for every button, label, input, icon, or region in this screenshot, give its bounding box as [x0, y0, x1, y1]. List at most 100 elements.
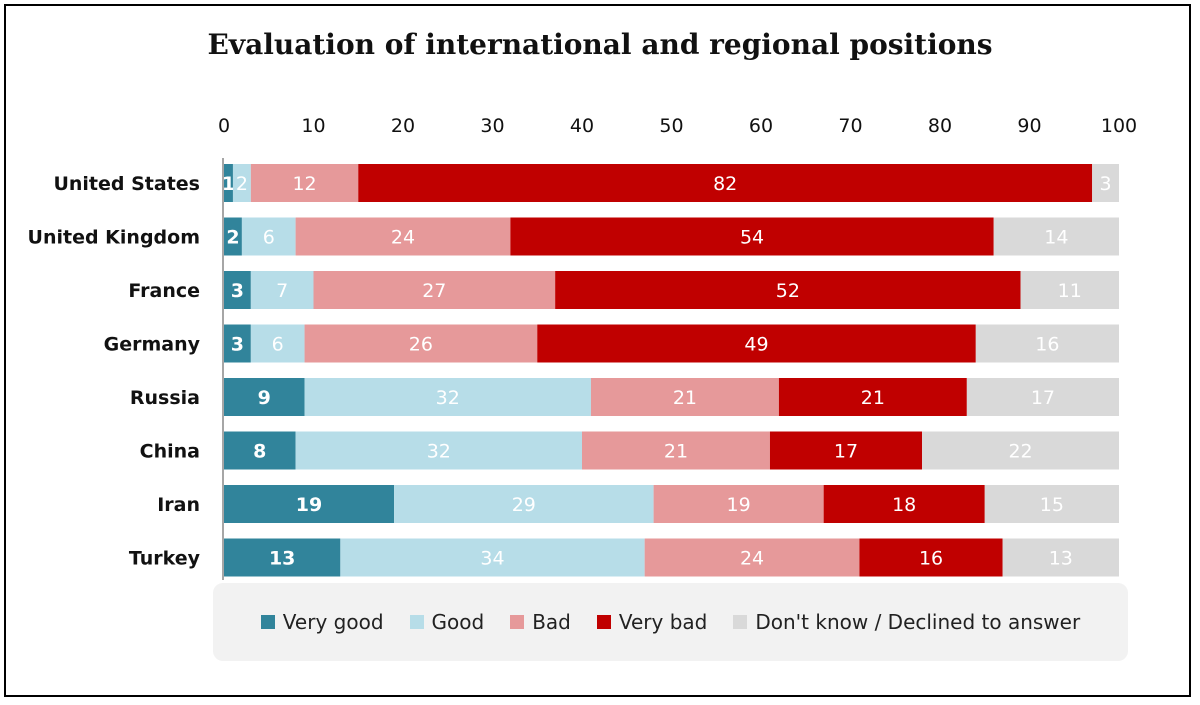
legend-item: Bad: [510, 610, 571, 634]
bar-segment: [224, 485, 395, 523]
legend-label: Very good: [282, 610, 384, 634]
data-label: 6: [272, 334, 284, 356]
data-label: 22: [1008, 441, 1032, 463]
data-label: 3: [1100, 173, 1112, 195]
bar-segment: [224, 217, 242, 256]
data-label: 16: [1035, 334, 1059, 356]
legend-item: Good: [409, 610, 485, 634]
data-label: 6: [263, 227, 275, 249]
legend-item: Very good: [260, 610, 384, 634]
data-label: 2: [236, 173, 248, 195]
x-tick-label: 40: [570, 115, 594, 137]
bar-segment: [823, 485, 985, 523]
bar-segment: [224, 164, 233, 202]
legend-item: Very bad: [596, 610, 708, 634]
data-label: 24: [391, 227, 415, 249]
bar-segment: [304, 324, 538, 363]
data-label: 1: [222, 173, 235, 195]
bar-segment: [394, 485, 654, 523]
legend-label: Very bad: [618, 610, 708, 634]
data-label: 32: [436, 387, 460, 409]
x-tick-label: 10: [301, 115, 325, 137]
data-label: 9: [258, 387, 271, 409]
data-label: 12: [292, 173, 316, 195]
bar-segment: [224, 271, 251, 309]
legend-label: Don't know / Declined to answer: [755, 610, 1081, 634]
data-label: 18: [892, 494, 916, 516]
bar-segment: [232, 164, 251, 202]
data-label: 7: [276, 280, 288, 302]
bar-segment: [922, 431, 1119, 470]
data-label: 52: [776, 280, 800, 302]
data-label: 11: [1058, 280, 1082, 302]
chart-title: Evaluation of international and regional…: [207, 28, 993, 61]
legend-swatch: [510, 615, 525, 629]
bar-segment: [859, 538, 1003, 577]
data-label: 14: [1044, 227, 1068, 249]
data-label: 19: [727, 494, 751, 516]
data-label: 16: [919, 548, 943, 570]
bar-segment: [1020, 271, 1119, 309]
category-label: Turkey: [129, 548, 201, 570]
data-label: 54: [740, 227, 764, 249]
legend-label: Good: [431, 610, 485, 634]
x-tick-label: 70: [838, 115, 862, 137]
data-label: 19: [296, 494, 322, 516]
bar-segment: [358, 164, 1093, 202]
bar-segment: [975, 324, 1119, 363]
x-tick-label: 0: [218, 115, 230, 137]
category-label: Iran: [157, 494, 200, 516]
data-label: 2: [226, 227, 239, 249]
legend-label: Bad: [532, 610, 571, 634]
data-label: 17: [1031, 387, 1055, 409]
x-tick-label: 60: [749, 115, 773, 137]
category-label: United Kingdom: [28, 227, 200, 249]
bar-segment: [644, 538, 860, 577]
bar-segment: [653, 485, 824, 523]
legend-background: [213, 583, 1128, 661]
bar-segment: [313, 271, 556, 309]
bar-segment: [966, 378, 1119, 416]
bar-segment: [250, 324, 305, 363]
data-label: 32: [427, 441, 451, 463]
bar-segment: [250, 164, 359, 202]
bar-segment: [224, 538, 341, 577]
data-label: 21: [673, 387, 697, 409]
bar-segment: [769, 431, 923, 470]
legend-swatch: [260, 615, 275, 629]
bar-segment: [340, 538, 645, 577]
bar-segment: [1002, 538, 1119, 577]
bar-segment: [1092, 164, 1119, 202]
data-label: 49: [744, 334, 768, 356]
bar-segment: [295, 431, 582, 470]
legend-swatch: [409, 615, 424, 629]
bar-segment: [582, 431, 770, 470]
bar-segment: [224, 324, 251, 363]
data-label: 34: [480, 548, 504, 570]
x-tick-label: 100: [1101, 115, 1137, 137]
x-tick-label: 90: [1017, 115, 1041, 137]
data-label: 3: [231, 280, 244, 302]
data-label: 24: [740, 548, 764, 570]
category-label: France: [128, 280, 200, 302]
data-label: 15: [1040, 494, 1064, 516]
x-tick-label: 20: [391, 115, 415, 137]
data-label: 26: [409, 334, 433, 356]
x-tick-label: 80: [928, 115, 952, 137]
bar-segment: [304, 378, 591, 416]
legend-item: Don't know / Declined to answer: [733, 610, 1080, 634]
bar-segment: [250, 271, 314, 309]
data-label: 8: [253, 441, 266, 463]
data-label: 21: [861, 387, 885, 409]
x-tick-label: 50: [659, 115, 683, 137]
category-label: China: [140, 441, 200, 463]
x-tick-label: 30: [480, 115, 504, 137]
legend-swatch: [596, 615, 611, 629]
data-label: 82: [713, 173, 737, 195]
bar-segment: [984, 485, 1119, 523]
legend-swatch: [733, 615, 748, 629]
bar-segment: [590, 378, 779, 416]
bar-segment: [537, 324, 976, 363]
data-label: 17: [834, 441, 858, 463]
